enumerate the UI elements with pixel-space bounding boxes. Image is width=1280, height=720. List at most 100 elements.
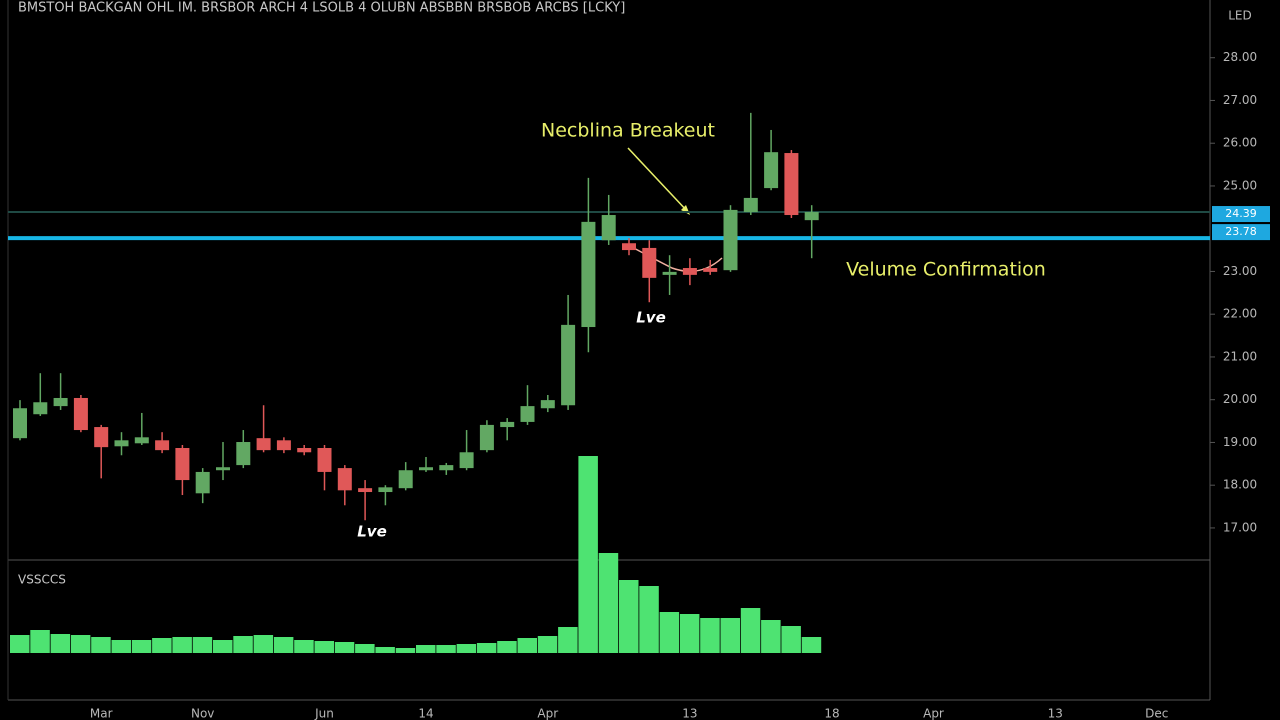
candle-body — [581, 221, 596, 328]
volume-bar — [30, 630, 50, 653]
volume-bar — [619, 580, 639, 653]
volume-bar — [253, 635, 274, 653]
candle-body — [540, 400, 555, 409]
x-tick-label: Jun — [314, 707, 334, 720]
volume-bar — [598, 553, 619, 653]
axis-unit: LED — [1228, 9, 1252, 23]
candle-body — [398, 470, 413, 489]
volume-bar — [10, 635, 30, 653]
volume-bar — [761, 620, 781, 653]
candle-body — [195, 471, 210, 494]
candle-body — [682, 268, 697, 275]
volume-bar — [273, 637, 294, 653]
annotation: Lve — [636, 309, 666, 327]
y-tick-label: 27.00 — [1223, 93, 1257, 107]
annotation: Lve — [357, 523, 387, 541]
volume-bar — [294, 640, 314, 653]
candle-body — [73, 397, 88, 431]
volume-bar — [476, 643, 497, 653]
y-tick-label: 18.00 — [1223, 478, 1257, 492]
candle-body — [804, 212, 819, 221]
candle-body — [53, 397, 68, 407]
x-tick-label: Dec — [1145, 707, 1168, 720]
level-label: 24.39 — [1225, 207, 1257, 220]
candle-body — [134, 437, 149, 444]
candle-body — [439, 465, 454, 471]
volume-bar — [50, 634, 71, 653]
annotation: Necblina Breakeut — [541, 120, 715, 142]
volume-bar — [456, 644, 477, 653]
candle-body — [743, 197, 758, 213]
candle-body — [723, 209, 738, 271]
volume-bar — [781, 626, 801, 653]
volume-bar — [740, 608, 761, 653]
volume-bar — [172, 637, 192, 653]
x-tick-label: Apr — [537, 707, 558, 720]
candle-body — [297, 448, 312, 453]
level-label: 23.78 — [1225, 225, 1257, 238]
volume-bar — [416, 645, 436, 653]
y-tick-label: 19.00 — [1223, 435, 1257, 449]
annotation-arrow — [627, 147, 689, 213]
volume-bar — [131, 640, 152, 653]
y-tick-label: 20.00 — [1223, 392, 1257, 406]
candle-body — [378, 487, 393, 493]
candle-body — [703, 268, 718, 272]
y-tick-label: 22.00 — [1223, 307, 1257, 321]
candle-body — [764, 152, 779, 189]
level-tag — [1212, 206, 1270, 223]
candle-body — [33, 402, 48, 415]
volume-bar — [91, 637, 111, 653]
volume-bar — [497, 641, 517, 653]
annotation: Velume Confirmation — [846, 259, 1046, 281]
y-tick-label: 28.00 — [1223, 50, 1257, 64]
candle-body — [479, 424, 494, 451]
x-tick-label: Nov — [191, 707, 214, 720]
candle-body — [236, 442, 251, 466]
candle-body — [561, 324, 576, 406]
chart-title: BMSTOH BACKGAN OHL IM. BRSBOR ARCH 4 LSO… — [18, 1, 625, 16]
candle-body — [276, 440, 291, 451]
x-tick-label: 13 — [1048, 707, 1063, 720]
volume-bar — [152, 638, 172, 653]
volume-bar — [639, 586, 659, 653]
volume-bar — [679, 614, 700, 653]
candle-body — [155, 440, 170, 451]
volume-bar — [700, 618, 720, 653]
candle-body — [500, 421, 515, 428]
candle-body — [317, 448, 332, 472]
volume-bar — [70, 635, 91, 653]
level-tag — [1212, 224, 1270, 241]
candle-body — [114, 440, 129, 447]
volume-bar — [659, 612, 680, 653]
volume-bar — [436, 645, 456, 653]
volume-bar — [578, 456, 598, 653]
volume-bar — [537, 636, 558, 653]
x-tick-label: Mar — [90, 707, 113, 720]
y-tick-label: 26.00 — [1223, 136, 1257, 150]
candle-body — [13, 408, 27, 439]
volume-bar — [213, 640, 233, 653]
volume-bar — [395, 648, 416, 653]
x-tick-label: 14 — [418, 707, 433, 720]
volume-bar — [801, 637, 822, 653]
volume-bar — [314, 641, 334, 653]
x-tick-label: 18 — [824, 707, 839, 720]
candle-body — [520, 406, 535, 422]
volume-label: VSSCCS — [18, 573, 66, 587]
x-tick-label: 13 — [682, 707, 697, 720]
y-tick-label: 17.00 — [1223, 520, 1257, 534]
candle-body — [622, 243, 636, 251]
candle-body — [175, 448, 190, 481]
volume-bar — [334, 642, 355, 653]
volume-bar — [375, 647, 395, 653]
y-tick-label: 23.00 — [1223, 264, 1257, 278]
candle-body — [459, 452, 474, 469]
volume-bar — [355, 644, 375, 653]
candle-body — [94, 427, 109, 448]
volume-bar — [558, 627, 578, 653]
candle-body — [784, 153, 799, 216]
candle-body — [642, 247, 657, 278]
y-tick-label: 25.00 — [1223, 178, 1257, 192]
